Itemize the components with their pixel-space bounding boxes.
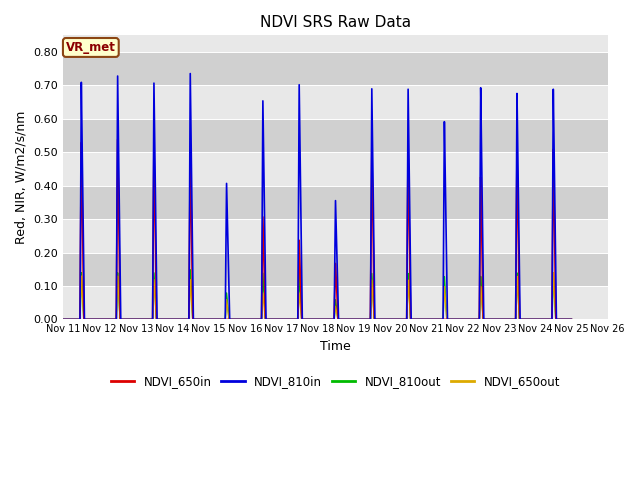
NDVI_810in: [186, 71, 194, 76]
Line: NDVI_810out: NDVI_810out: [63, 270, 572, 319]
Title: NDVI SRS Raw Data: NDVI SRS Raw Data: [260, 15, 411, 30]
NDVI_810out: [261, 316, 269, 322]
NDVI_650out: [251, 316, 259, 322]
NDVI_810out: [568, 316, 575, 322]
X-axis label: Time: Time: [320, 340, 351, 353]
Bar: [63, 85, 608, 119]
NDVI_650in: [193, 316, 200, 322]
NDVI_810out: [86, 316, 93, 322]
NDVI_650out: [193, 316, 200, 322]
NDVI_810out: [252, 316, 259, 322]
NDVI_650out: [261, 316, 269, 322]
NDVI_650in: [86, 316, 93, 322]
NDVI_810out: [193, 316, 200, 322]
NDVI_650in: [114, 137, 122, 143]
Line: NDVI_650out: NDVI_650out: [63, 273, 572, 319]
NDVI_810in: [60, 316, 67, 322]
Bar: [63, 219, 608, 252]
Bar: [63, 286, 608, 319]
NDVI_810in: [261, 271, 269, 277]
Bar: [63, 119, 608, 152]
NDVI_650out: [550, 270, 557, 276]
NDVI_650out: [86, 316, 93, 322]
NDVI_650out: [60, 316, 67, 322]
Bar: [63, 52, 608, 85]
Bar: [63, 186, 608, 219]
NDVI_810out: [60, 316, 67, 322]
NDVI_810in: [252, 316, 259, 322]
NDVI_810out: [305, 316, 313, 322]
NDVI_650in: [568, 316, 575, 322]
Bar: [63, 252, 608, 286]
NDVI_650in: [403, 266, 411, 272]
NDVI_810in: [403, 256, 411, 262]
Y-axis label: Red, NIR, W/m2/s/nm: Red, NIR, W/m2/s/nm: [15, 111, 28, 244]
Bar: [63, 152, 608, 186]
NDVI_650in: [305, 316, 313, 322]
NDVI_650out: [305, 316, 313, 322]
NDVI_650in: [60, 316, 67, 322]
NDVI_650in: [261, 312, 269, 317]
NDVI_810in: [305, 316, 313, 322]
Line: NDVI_810in: NDVI_810in: [63, 73, 572, 319]
NDVI_810in: [86, 316, 93, 322]
NDVI_810out: [186, 267, 194, 273]
NDVI_810in: [568, 316, 575, 322]
NDVI_810out: [403, 305, 411, 311]
NDVI_650out: [568, 316, 575, 322]
Bar: [63, 36, 608, 52]
NDVI_650in: [252, 316, 259, 322]
NDVI_810in: [193, 316, 200, 322]
NDVI_650out: [403, 309, 411, 314]
Text: VR_met: VR_met: [66, 41, 116, 54]
Line: NDVI_650in: NDVI_650in: [63, 140, 572, 319]
Legend: NDVI_650in, NDVI_810in, NDVI_810out, NDVI_650out: NDVI_650in, NDVI_810in, NDVI_810out, NDV…: [106, 371, 565, 393]
